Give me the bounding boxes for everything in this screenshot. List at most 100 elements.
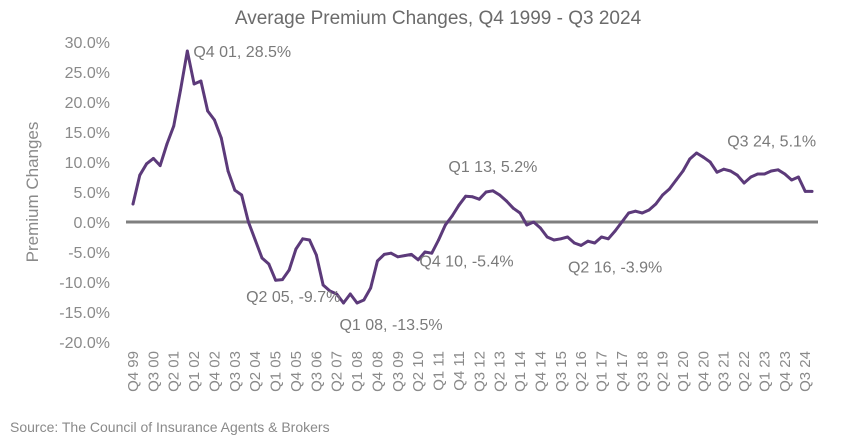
data-point — [769, 169, 773, 173]
data-point — [274, 278, 277, 282]
data-point — [464, 194, 468, 198]
data-point — [314, 253, 318, 257]
data-point — [219, 136, 223, 140]
x-tick-label: Q4 20 — [695, 351, 712, 392]
data-point — [539, 226, 542, 230]
x-tick-label: Q1 20 — [675, 351, 692, 392]
data-point — [484, 190, 488, 194]
data-point — [701, 155, 705, 159]
data-point — [233, 188, 237, 192]
x-tick-label: Q1 08 — [349, 351, 366, 392]
x-tick-label: Q2 13 — [492, 351, 509, 392]
data-point — [566, 235, 569, 239]
y-tick-label: -10.0% — [59, 275, 110, 292]
data-point — [742, 181, 746, 185]
data-point — [450, 214, 454, 218]
data-point — [763, 172, 766, 176]
y-axis-ticks: -20.0% -15.0% -10.0% -5.0% 0.0% 5.0% 10.0% 15.0… — [59, 35, 110, 352]
data-point — [131, 202, 135, 206]
y-tick-label: 15.0% — [65, 125, 110, 142]
data-point — [532, 220, 536, 224]
data-point — [240, 193, 244, 197]
data-label: Q1 13, 5.2% — [448, 159, 537, 176]
data-point — [505, 199, 508, 203]
data-point — [437, 238, 440, 242]
data-point — [342, 301, 345, 305]
data-point — [552, 238, 556, 242]
data-point — [179, 88, 182, 92]
data-point — [749, 175, 753, 179]
data-point — [192, 82, 196, 86]
data-point — [253, 238, 257, 242]
data-point — [654, 202, 658, 206]
y-axis-label: Premium Changes — [23, 122, 42, 263]
data-point — [328, 289, 332, 293]
annotations: Q4 01, 28.5% Q2 05, -9.7% Q1 08, -13.5% Q1 … — [193, 44, 816, 334]
x-tick-label: Q4 02 — [206, 351, 223, 392]
data-label: Q4 10, -5.4% — [419, 253, 513, 270]
data-point — [308, 238, 311, 242]
data-point — [151, 157, 155, 160]
data-point — [382, 253, 386, 256]
data-point — [158, 164, 162, 168]
y-tick-label: 20.0% — [65, 95, 110, 112]
data-point — [348, 292, 352, 296]
data-label: Q2 05, -9.7% — [246, 289, 340, 306]
data-point — [586, 239, 590, 243]
data-point — [613, 229, 617, 233]
data-point — [797, 175, 800, 179]
data-point — [362, 298, 366, 302]
y-tick-label: 25.0% — [65, 65, 110, 82]
x-tick-label: Q2 16 — [573, 351, 590, 392]
data-point — [226, 169, 230, 173]
y-tick-label: 0.0% — [74, 215, 110, 232]
data-point — [369, 286, 373, 290]
x-tick-label: Q2 01 — [166, 351, 183, 392]
y-tick-label: 10.0% — [65, 155, 110, 172]
data-point — [335, 292, 339, 296]
data-point — [715, 170, 719, 174]
data-point — [403, 254, 406, 257]
data-point — [803, 190, 807, 193]
data-point — [457, 203, 461, 207]
data-point — [491, 189, 495, 193]
data-point — [559, 237, 563, 241]
x-tick-label: Q2 04 — [247, 351, 264, 392]
x-tick-label: Q1 23 — [756, 351, 773, 392]
data-point — [443, 223, 447, 227]
data-point — [647, 208, 651, 212]
data-point — [409, 253, 413, 256]
x-tick-label: Q3 06 — [308, 351, 325, 392]
data-point — [579, 244, 583, 247]
data-point — [600, 235, 603, 239]
data-point — [376, 259, 379, 263]
x-tick-label: Q1 17 — [594, 351, 611, 392]
data-label: Q2 16, -3.9% — [568, 259, 662, 276]
x-tick-label: Q1 02 — [186, 351, 203, 392]
chart-title: Average Premium Changes, Q4 1999 - Q3 20… — [235, 8, 642, 29]
x-tick-label: Q3 00 — [145, 351, 162, 392]
data-point — [681, 169, 685, 173]
data-point — [593, 241, 597, 245]
data-point — [511, 206, 515, 210]
x-tick-label: Q4 08 — [369, 351, 386, 392]
data-point — [389, 251, 393, 255]
x-tick-label: Q3 21 — [716, 351, 733, 392]
data-point — [172, 124, 176, 128]
data-point — [430, 251, 434, 255]
data-point — [260, 256, 264, 260]
data-point — [247, 220, 250, 224]
data-point — [634, 209, 637, 213]
data-point — [756, 172, 760, 176]
x-tick-label: Q2 10 — [410, 351, 427, 392]
y-tick-label: -20.0% — [59, 335, 110, 352]
data-point — [471, 195, 474, 199]
x-tick-label: Q4 11 — [451, 351, 468, 391]
x-tick-label: Q3 12 — [471, 351, 488, 392]
data-point — [423, 250, 427, 254]
data-label: Q4 01, 28.5% — [193, 44, 291, 61]
x-tick-label: Q3 03 — [227, 351, 244, 392]
data-points — [131, 49, 814, 305]
x-tick-label: Q3 18 — [634, 351, 651, 392]
